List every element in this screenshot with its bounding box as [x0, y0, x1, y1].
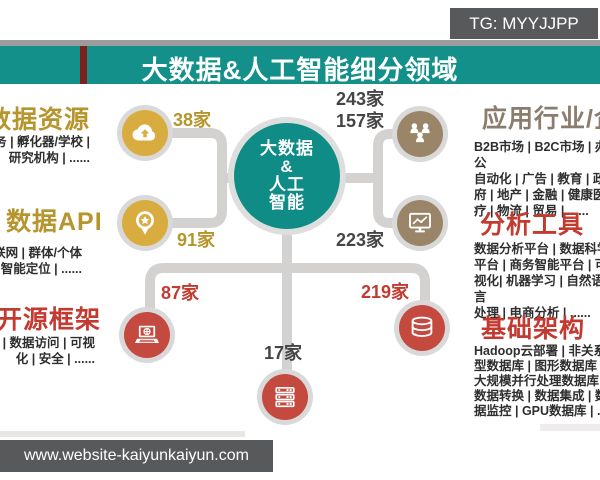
people-group-icon	[410, 123, 430, 143]
database-icon	[411, 316, 433, 337]
heading-open-source: 开源框架	[0, 306, 102, 334]
count-data-resource: 38家	[173, 110, 212, 130]
heading-infrastructure: 基础架构	[481, 315, 586, 343]
header-gray-strip	[0, 40, 600, 46]
heading-application: 应用行业/企	[482, 105, 600, 133]
heading-data-resource: 数据资源	[0, 106, 91, 134]
banner-red-sliver	[80, 46, 87, 84]
server-stack-icon	[275, 386, 295, 408]
map-pin-star-icon	[136, 211, 154, 235]
count-open-source: 87家	[161, 283, 200, 303]
data-api-node	[122, 200, 168, 246]
server-node	[262, 374, 308, 420]
watermark-bar: www.website-kaiyunkaiyun.com	[0, 440, 273, 472]
tg-badge: TG: MYYJJPP	[450, 8, 598, 39]
infrastructure-node	[399, 305, 445, 351]
body-analysis: 数据分析平台 | 数据科学 平台 | 商务智能平台 | 可 视化| 机器学习 |…	[474, 242, 600, 320]
artifact-streak-right	[540, 424, 600, 431]
laptop-icon	[135, 325, 159, 343]
page-title: 大数据&人工智能细分领域	[141, 55, 459, 85]
analysis-node	[397, 200, 443, 246]
center-hub-label: 大数据 & 人工 智能	[260, 139, 314, 212]
heading-data-api: 数据API	[6, 208, 103, 236]
cloud-upload-icon	[132, 124, 156, 141]
artifact-streak	[0, 431, 245, 437]
count-analysis: 223家	[336, 230, 385, 250]
header-banner	[0, 46, 600, 84]
open-source-node	[124, 312, 170, 358]
body-data-resource: 服务 | 孵化器/学校 | 研究机构 | ......	[0, 135, 90, 165]
count-server: 17家	[264, 343, 303, 363]
application-node	[397, 111, 443, 157]
heading-analysis: 分析工具	[480, 211, 585, 239]
count-data-api: 91家	[177, 230, 216, 250]
data-resource-node	[122, 110, 168, 156]
body-data-api: 物联网 | 群体/个体 | 智能定位 | ......	[0, 246, 82, 276]
body-open-source: 流 | 数据访问 | 可视 化 | 安全 | ......	[2, 336, 95, 366]
monitor-chart-icon	[409, 212, 431, 233]
body-application: B2B市场 | B2C市场 | 办公 自动化 | 广告 | 教育 | 政 府 |…	[474, 140, 600, 218]
count-application: 243家 157家	[335, 89, 384, 131]
body-infrastructure: Hadoop云部署 | 非关系 型数据库 | 图形数据库 | 大规模并行处理数据…	[474, 344, 600, 418]
count-infrastructure: 219家	[361, 282, 410, 302]
center-hub-circle: 大数据 & 人工 智能	[234, 123, 340, 229]
